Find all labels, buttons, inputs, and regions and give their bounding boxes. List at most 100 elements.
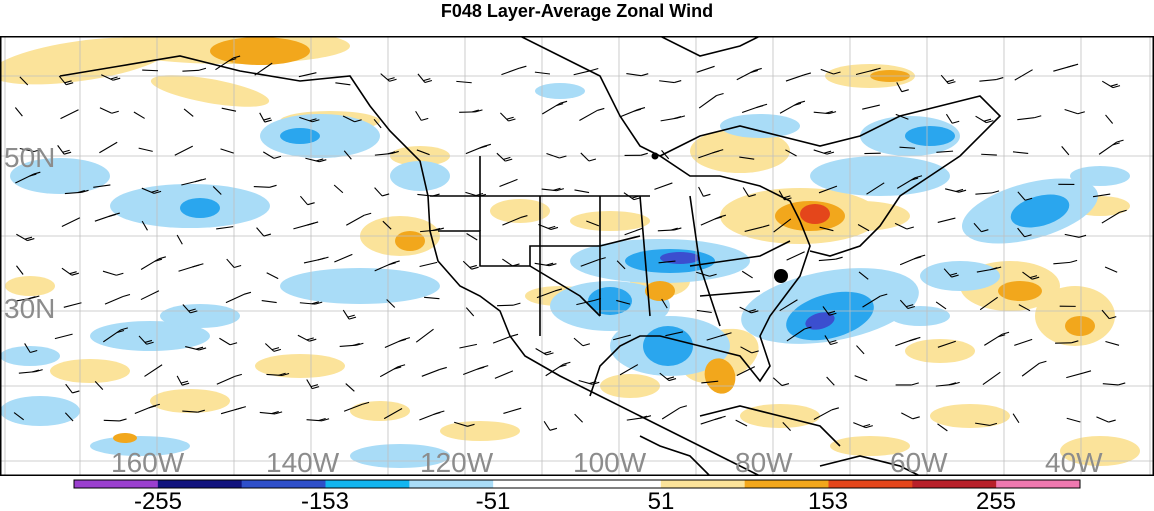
wind-barb <box>103 418 127 422</box>
wind-barb <box>1053 259 1078 265</box>
wind-barb <box>782 422 791 432</box>
wind-barb <box>417 193 440 197</box>
wind-barb <box>101 74 121 81</box>
wind-barb <box>698 92 724 109</box>
wind-barb <box>940 74 956 85</box>
wind-barb <box>573 68 599 76</box>
wind-barb <box>534 71 551 75</box>
wind-barb <box>698 149 724 159</box>
wind-barb <box>619 107 646 118</box>
wind-barb <box>374 260 400 272</box>
wind-barb <box>58 75 74 86</box>
coastline-segment <box>639 435 711 476</box>
wind-barb <box>616 299 631 305</box>
colorbar-swatch <box>996 480 1081 488</box>
wind-shade-region <box>905 126 955 146</box>
wind-barb <box>1021 360 1047 377</box>
wind-barb <box>543 421 558 431</box>
wind-barb <box>1092 193 1111 198</box>
wind-barb <box>935 381 960 387</box>
wind-barb <box>142 69 159 72</box>
wind-barb <box>501 65 527 76</box>
wind-barb <box>895 113 909 120</box>
wind-barb <box>99 107 119 114</box>
wind-barb <box>735 419 748 427</box>
wind-barb <box>895 336 921 347</box>
colorbar-label-51: 51 <box>648 488 675 511</box>
wind-barb <box>383 408 403 420</box>
wind-barb <box>982 371 1001 386</box>
wind-barb <box>541 187 564 192</box>
wind-barb <box>894 222 914 230</box>
wind-barb <box>659 372 677 382</box>
wind-barb <box>226 258 242 269</box>
wind-barb <box>138 335 154 345</box>
wind-barb <box>465 191 487 197</box>
wind-barb <box>854 375 868 382</box>
wind-barb <box>856 345 865 355</box>
wind-barb <box>696 271 717 277</box>
wind-barb <box>61 267 79 276</box>
wind-barb <box>936 150 954 153</box>
wind-barb <box>772 377 790 387</box>
wind-barb <box>613 334 631 341</box>
lat-lon-grid <box>0 36 1154 476</box>
wind-barb <box>1101 80 1121 89</box>
map-title: F048 Layer-Average Zonal Wind <box>440 1 714 21</box>
wind-shade-region <box>10 158 110 194</box>
wind-barb <box>1064 108 1085 115</box>
wind-barb <box>701 380 719 384</box>
wind-shade-region <box>0 346 60 366</box>
wind-barb <box>462 260 479 270</box>
wind-barb <box>786 326 812 342</box>
wind-barb <box>855 67 881 76</box>
wind-barb <box>259 411 283 415</box>
map-frame <box>0 36 1154 476</box>
wind-barb <box>176 375 190 386</box>
wind-barb <box>225 291 252 304</box>
wind-barb <box>182 304 198 314</box>
wind-barb <box>1064 233 1087 238</box>
wind-barb <box>741 270 753 279</box>
wind-barb <box>384 337 411 348</box>
wind-barb <box>579 107 605 122</box>
wind-barb <box>220 406 246 415</box>
wind-barb <box>660 115 686 122</box>
wind-barb <box>346 212 372 226</box>
wind-barb <box>18 369 43 374</box>
wind-shade-region <box>720 114 800 138</box>
colorbar-swatch <box>660 480 746 488</box>
wind-barb <box>380 73 397 82</box>
lat-labels: 50N 30N <box>4 142 55 324</box>
wind-barb <box>696 65 715 73</box>
wind-shade-region <box>1035 286 1115 346</box>
wind-barb <box>973 222 989 233</box>
wind-barb <box>266 272 279 280</box>
wind-barb <box>779 299 798 312</box>
wind-map: 50N 30N 160W 140W 120W 100W 80W 60W 40W <box>0 36 1154 476</box>
wind-shade-region <box>535 83 585 99</box>
wind-shade-region <box>490 199 550 223</box>
wind-barb <box>342 309 357 320</box>
wind-barb <box>140 290 160 301</box>
wind-barb <box>899 299 916 309</box>
wind-barb <box>820 68 841 75</box>
station-dot-small <box>651 152 659 160</box>
wind-barb <box>899 146 916 149</box>
wind-shade-region <box>704 358 736 394</box>
lon-label-100w: 100W <box>573 447 647 476</box>
wind-shade-region <box>113 433 137 443</box>
wind-shade-region <box>280 268 440 304</box>
wind-barb <box>975 190 1000 195</box>
colorbar-label-neg51: -51 <box>476 488 511 511</box>
wind-barb <box>779 100 806 114</box>
wind-barb <box>374 187 390 197</box>
wind-barb <box>626 73 649 77</box>
wind-shade-region <box>150 389 230 413</box>
wind-barb <box>24 343 38 354</box>
colorbar-swatch <box>912 480 997 488</box>
colorbar-labels: -255 -153 -51 51 153 255 <box>134 488 1016 511</box>
wind-barb <box>623 192 642 201</box>
wind-barb <box>545 361 571 377</box>
wind-barb <box>659 80 682 84</box>
